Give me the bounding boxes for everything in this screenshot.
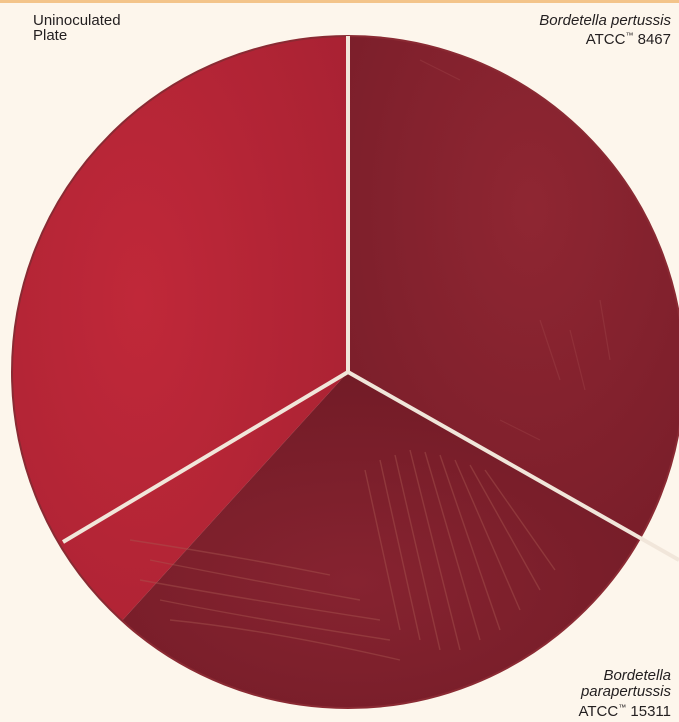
top-rule (0, 0, 679, 3)
label-pertussis-tm: ™ (625, 31, 634, 40)
label-parapertussis-species: parapertussis (580, 683, 671, 700)
label-parapertussis-strain: 15311 (626, 703, 671, 720)
sector-dividers (61, 36, 679, 562)
pertussis-sector (348, 36, 679, 560)
label-parapertussis: Bordetella parapertussis ATCC™ 15311 (579, 668, 672, 720)
label-pertussis-strain: 8467 (633, 31, 671, 48)
label-uninoculated: Uninoculated Plate (33, 13, 121, 43)
label-pertussis-atcc: ATCC (585, 31, 626, 48)
label-pertussis: Bordetella pertussis ATCC™ 8467 (539, 13, 671, 47)
label-parapertussis-strain-line: ATCC™ 15311 (579, 700, 672, 720)
label-uninoculated-line2: Plate (33, 27, 68, 44)
label-pertussis-strain-line: ATCC™ 8467 (539, 28, 671, 47)
label-uninoculated-line1: Uninoculated (33, 12, 121, 29)
pertussis-streaks (419, 59, 611, 441)
label-parapertussis-tm: ™ (618, 703, 627, 712)
label-parapertussis-genus: Bordetella (603, 667, 671, 684)
uninoculated-sector (12, 36, 348, 708)
label-parapertussis-atcc: ATCC (578, 703, 619, 720)
label-pertussis-species: Bordetella pertussis (539, 12, 671, 29)
growth-streaks (129, 449, 556, 661)
parapertussis-sector (30, 372, 679, 708)
